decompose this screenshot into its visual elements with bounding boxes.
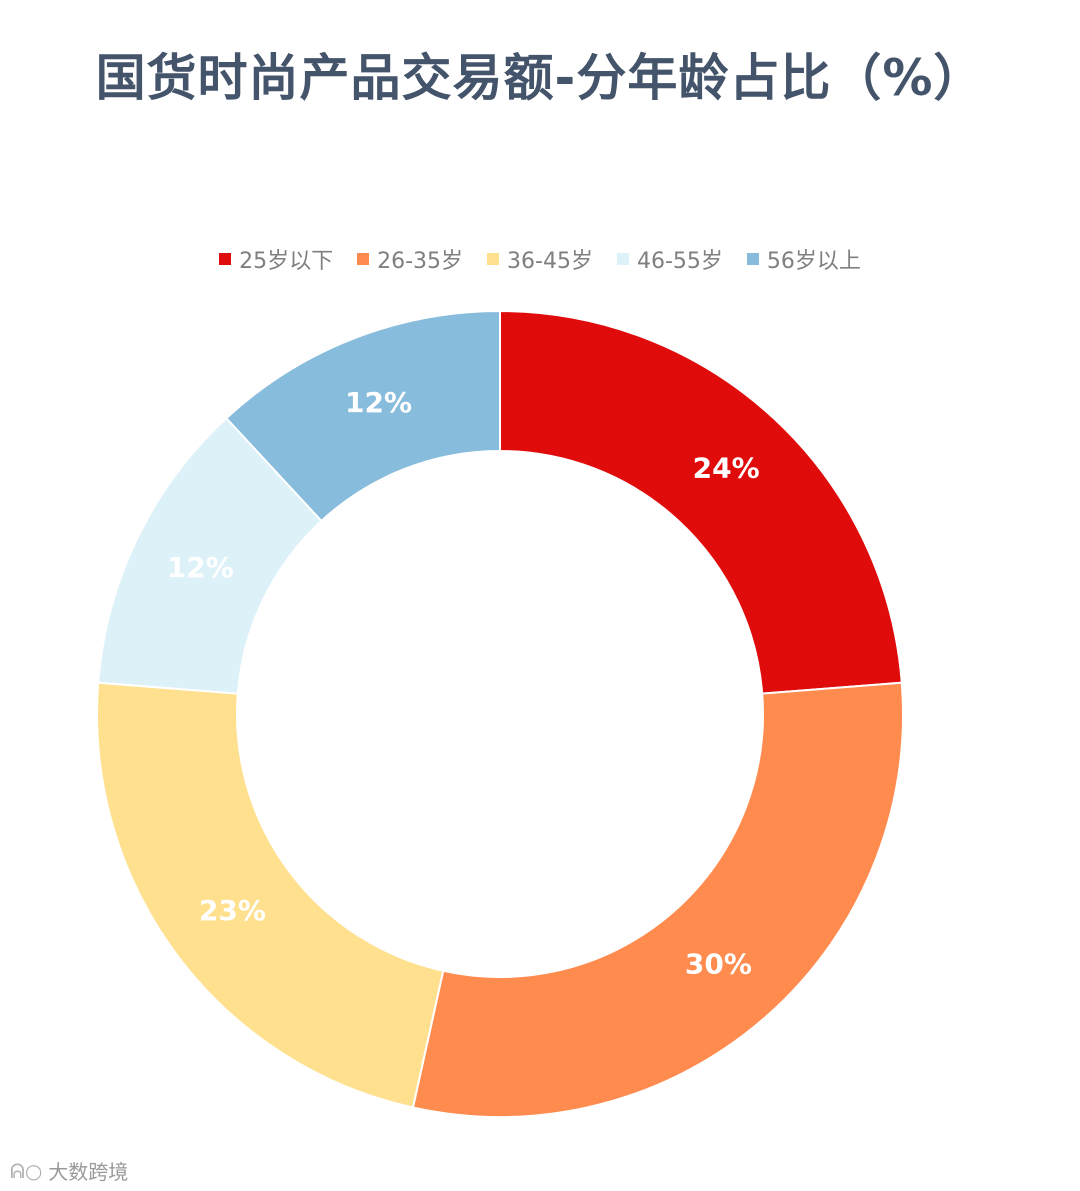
legend-item-3: 46-55岁 <box>616 243 723 275</box>
legend-label-4: 56岁以上 <box>766 249 861 274</box>
legend-label-3: 46-55岁 <box>636 249 723 274</box>
legend-item-0: 25岁以下 <box>219 243 333 275</box>
legend-label-2: 36-45岁 <box>507 249 593 274</box>
legend-swatch-3 <box>616 253 629 265</box>
legend-swatch-2 <box>487 253 500 265</box>
legend-swatch-4 <box>746 253 759 265</box>
slice-2 <box>96 681 445 1109</box>
legend-label-1: 26-35岁 <box>377 249 464 274</box>
logo-icon: ᕱ○ <box>10 1158 43 1183</box>
watermark-text: 大数跨境 <box>48 1160 129 1184</box>
chart-legend: 25岁以下 26-35岁 36-45岁 46-55岁 56岁以上 <box>0 243 1080 275</box>
legend-swatch-1 <box>357 253 370 265</box>
legend-swatch-0 <box>219 253 232 265</box>
data-label-4: 12% <box>345 386 412 419</box>
legend-label-0: 25岁以下 <box>239 249 334 274</box>
legend-item-4: 56岁以上 <box>746 243 861 275</box>
slice-0 <box>499 309 903 695</box>
data-label-0: 24% <box>693 452 760 485</box>
data-label-3: 12% <box>167 551 234 584</box>
legend-item-2: 36-45岁 <box>487 243 593 275</box>
data-label-1: 30% <box>685 947 752 980</box>
slice-1 <box>411 681 904 1118</box>
legend-item-1: 26-35岁 <box>357 243 463 275</box>
chart-title: 国货时尚产品交易额-分年龄占比（%） <box>95 49 985 107</box>
watermark: ᕱ○ 大数跨境 <box>10 1156 128 1185</box>
slice-4 <box>224 309 501 523</box>
data-label-2: 23% <box>199 894 266 927</box>
